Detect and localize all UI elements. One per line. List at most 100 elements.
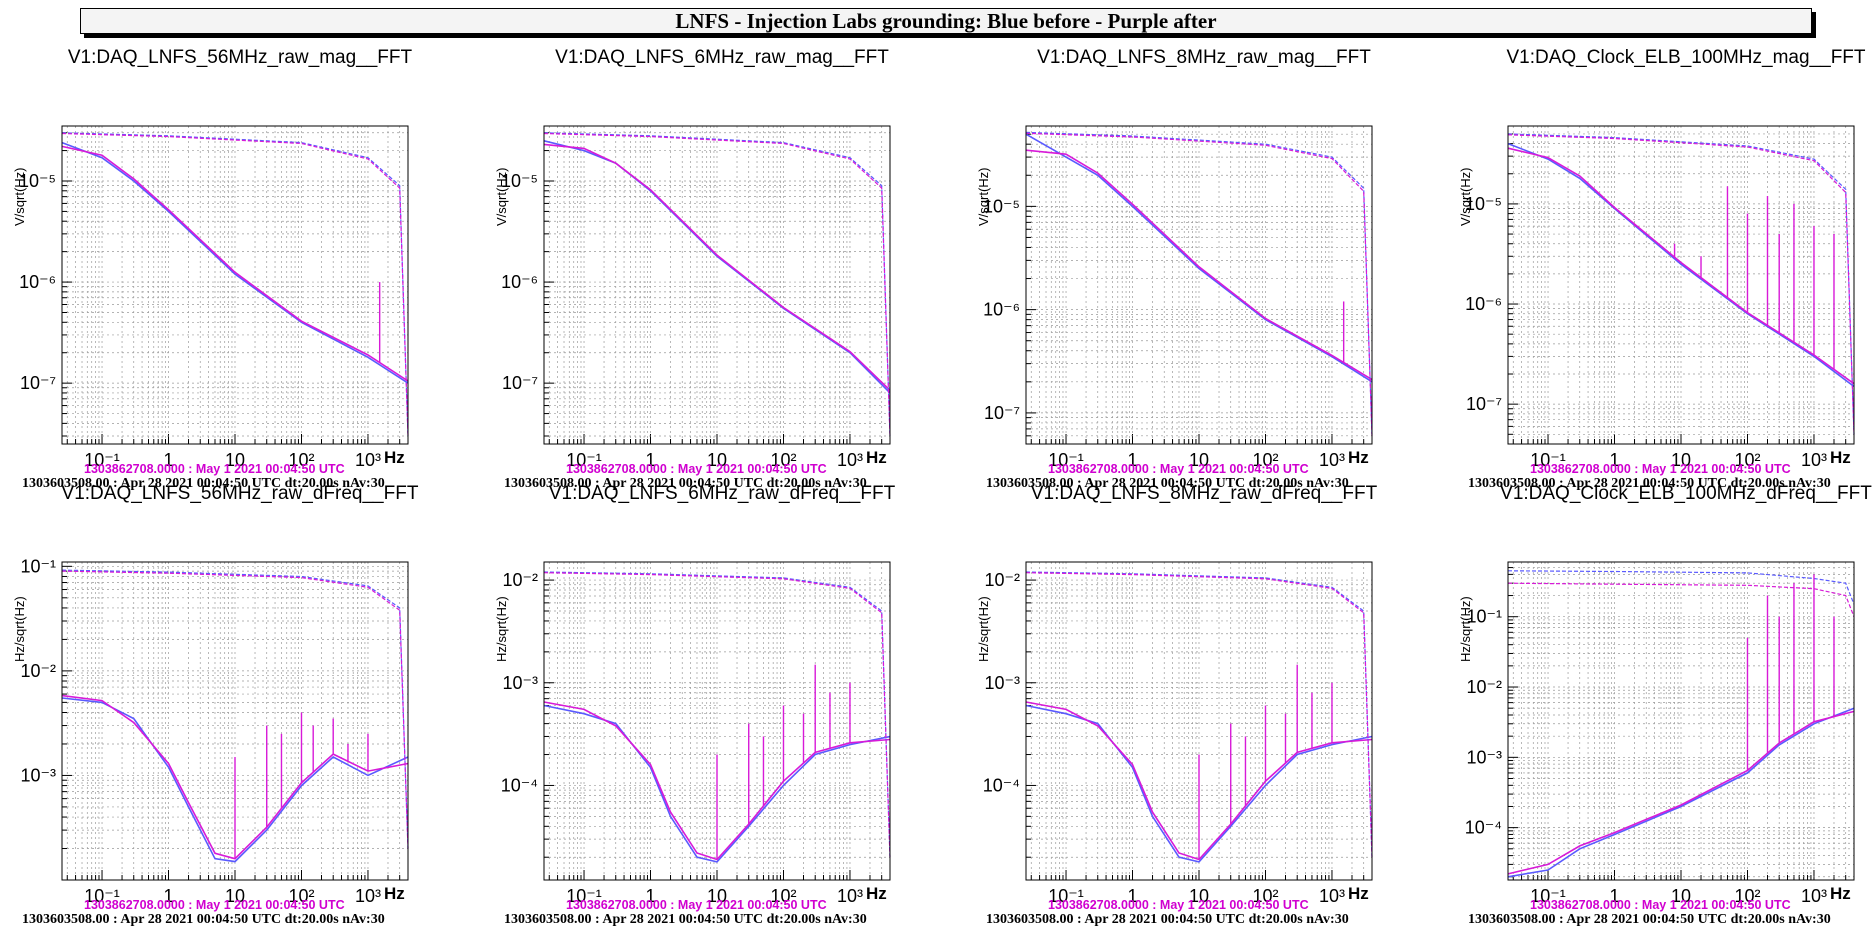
y-tick-label: 10⁻⁵ xyxy=(983,196,1020,216)
cumulative-line xyxy=(61,569,409,849)
chart-title: V1:DAQ_Clock_ELB_100MHz_dFreq__FFT xyxy=(1500,483,1872,504)
x-axis-unit: Hz xyxy=(866,884,887,903)
y-tick-label: 10⁻⁶ xyxy=(19,272,56,292)
x-tick-label: 1 xyxy=(646,450,656,470)
spectrum-line xyxy=(1025,149,1373,381)
x-tick-label: 10² xyxy=(1252,450,1278,470)
chart-panel: V1:DAQ_LNFS_8MHz_raw_mag__FFT V/sqrt(Hz) 1… xyxy=(964,46,1432,491)
grid xyxy=(1508,126,1855,445)
x-tick-label: 10³ xyxy=(355,886,381,906)
spectrum-line xyxy=(61,141,409,384)
x-tick-label: 10³ xyxy=(1801,886,1827,906)
chart-title: V1:DAQ_LNFS_56MHz_raw_mag__FFT xyxy=(67,47,413,68)
cumulative-line xyxy=(1507,582,1855,617)
plot-frame xyxy=(1025,125,1373,445)
y-tick-label: 10⁻¹ xyxy=(20,556,56,576)
plot-frame xyxy=(1507,125,1855,445)
x-tick-label: 1 xyxy=(164,886,174,906)
cumulative-line xyxy=(1025,132,1373,436)
y-tick-label: 10⁻³ xyxy=(1466,747,1502,767)
x-axis-unit: Hz xyxy=(384,448,405,467)
chart-title: V1:DAQ_LNFS_8MHz_raw_dFreq__FFT xyxy=(1030,483,1378,504)
plot-frame xyxy=(543,561,891,881)
y-tick-label: 10⁻⁴ xyxy=(983,775,1020,795)
cumulative-line xyxy=(61,132,409,437)
chart-title: V1:DAQ_LNFS_6MHz_raw_mag__FFT xyxy=(555,47,889,68)
chart-panel: V1:DAQ_LNFS_6MHz_raw_mag__FFT V/sqrt(Hz) 1… xyxy=(482,46,950,491)
plot-frame xyxy=(543,125,891,445)
y-tick-label: 10⁻⁵ xyxy=(501,171,538,191)
chart-svg: 10⁻¹ 1 10 10² 10³ 10⁻⁵ 10⁻⁶ 10⁻⁷ xyxy=(983,125,1373,470)
grid xyxy=(62,126,409,444)
x-tick-label: 10⁻¹ xyxy=(1530,450,1566,470)
chart-title: V1:DAQ_LNFS_6MHz_raw_dFreq__FFT xyxy=(548,483,896,504)
y-tick-label: 10⁻⁶ xyxy=(1465,294,1502,314)
x-axis-unit: Hz xyxy=(1830,448,1851,467)
cumulative-line xyxy=(1507,570,1855,605)
y-tick-label: 10⁻⁶ xyxy=(501,272,538,292)
x-tick-label: 1 xyxy=(164,450,174,470)
x-tick-label: 10 xyxy=(1671,450,1691,470)
after-timestamp: 1303862708.0000 : May 1 2021 00:04:50 UT… xyxy=(84,462,345,476)
x-tick-label: 10 xyxy=(225,450,245,470)
y-tick-label: 10⁻² xyxy=(984,570,1020,590)
spectrum-line xyxy=(1507,707,1855,878)
x-tick-label: 1 xyxy=(1610,450,1620,470)
y-tick-label: 10⁻² xyxy=(20,661,56,681)
chart-panel: V1:DAQ_LNFS_56MHz_raw_mag__FFT V/sqrt(Hz)… xyxy=(0,46,468,491)
x-tick-label: 10⁻¹ xyxy=(566,450,602,470)
x-tick-label: 1 xyxy=(1128,450,1138,470)
x-tick-label: 1 xyxy=(1610,886,1620,906)
y-tick-label: 10⁻³ xyxy=(984,673,1020,693)
after-timestamp: 1303862708.0000 : May 1 2021 00:04:50 UT… xyxy=(1530,898,1791,912)
chart-title: V1:DAQ_LNFS_56MHz_raw_dFreq__FFT xyxy=(61,483,419,504)
y-tick-label: 10⁻¹ xyxy=(1466,607,1502,627)
spectrum-line xyxy=(543,701,891,861)
spectrum-line xyxy=(61,697,409,863)
grid xyxy=(1026,562,1373,880)
before-timestamp: 1303603508.00 : Apr 28 2021 00:04:50 UTC… xyxy=(22,912,385,927)
y-tick-label: 10⁻⁷ xyxy=(502,373,538,393)
grid xyxy=(544,126,891,444)
chart-title: V1:DAQ_Clock_ELB_100MHz_mag__FFT xyxy=(1506,47,1866,68)
x-tick-label: 1 xyxy=(1128,886,1138,906)
y-tick-label: 10⁻⁶ xyxy=(983,300,1020,320)
x-tick-label: 10⁻¹ xyxy=(1048,450,1084,470)
chart-svg: 10⁻¹ 1 10 10² 10³ 10⁻⁵ 10⁻⁶ 10⁻⁷ xyxy=(19,125,409,470)
banner-title: LNFS - Injection Labs grounding: Blue be… xyxy=(80,8,1812,34)
grid xyxy=(1508,562,1855,880)
spectrum-line xyxy=(543,143,891,391)
before-timestamp: 1303603508.00 : Apr 28 2021 00:04:50 UTC… xyxy=(504,912,867,927)
x-tick-label: 10² xyxy=(770,450,796,470)
spectrum-line xyxy=(543,140,891,394)
cumulative-line xyxy=(61,570,409,849)
after-timestamp: 1303862708.0000 : May 1 2021 00:04:50 UT… xyxy=(1530,462,1791,476)
spectrum-line xyxy=(543,704,891,863)
y-tick-label: 10⁻² xyxy=(1466,677,1502,697)
y-tick-label: 10⁻⁴ xyxy=(1465,818,1502,838)
plot-frame xyxy=(1507,561,1855,881)
after-timestamp: 1303862708.0000 : May 1 2021 00:04:50 UT… xyxy=(566,898,827,912)
chart-svg: 10⁻¹ 1 10 10² 10³ 10⁻⁵ 10⁻⁶ 10⁻⁷ xyxy=(1465,125,1855,470)
before-timestamp: 1303603508.00 : Apr 28 2021 00:04:50 UTC… xyxy=(504,476,867,491)
before-timestamp: 1303603508.00 : Apr 28 2021 00:04:50 UTC… xyxy=(1468,912,1831,927)
after-timestamp: 1303862708.0000 : May 1 2021 00:04:50 UT… xyxy=(1048,898,1309,912)
y-tick-label: 10⁻³ xyxy=(20,765,56,785)
x-tick-label: 1 xyxy=(646,886,656,906)
spectrum-line xyxy=(1025,133,1373,383)
spectrum-line xyxy=(61,145,409,382)
plot-frame xyxy=(61,561,409,881)
grid xyxy=(544,562,891,880)
cumulative-line xyxy=(1025,572,1373,858)
x-tick-label: 10⁻¹ xyxy=(84,450,120,470)
y-tick-label: 10⁻⁷ xyxy=(984,403,1020,423)
x-tick-label: 10² xyxy=(1734,450,1760,470)
plot-frame xyxy=(1025,561,1373,881)
y-tick-label: 10⁻² xyxy=(502,570,538,590)
spectrum-line xyxy=(1025,704,1373,863)
y-tick-label: 10⁻⁷ xyxy=(1466,394,1502,414)
